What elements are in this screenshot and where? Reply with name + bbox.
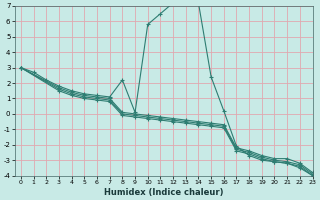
X-axis label: Humidex (Indice chaleur): Humidex (Indice chaleur) bbox=[104, 188, 223, 197]
